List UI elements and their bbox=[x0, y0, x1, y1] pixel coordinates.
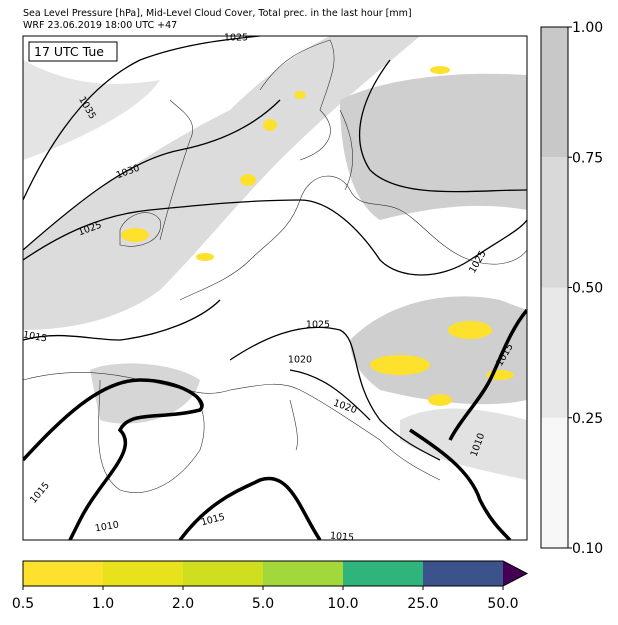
low-pressure-isobars bbox=[23, 308, 527, 540]
time-label: 17 UTC Tue bbox=[34, 44, 104, 59]
isobar-label: 1010 bbox=[94, 519, 120, 534]
cloud-tick-label: 1.00 bbox=[572, 20, 603, 36]
precip-tick-label: 10.0 bbox=[327, 596, 358, 612]
cloud-tick-label: 0.50 bbox=[572, 281, 603, 297]
precip-colorbar-frame bbox=[22, 560, 529, 587]
precipitation bbox=[121, 66, 514, 406]
precip-color-segment bbox=[423, 561, 503, 586]
cloud-tick-label: 0.10 bbox=[572, 541, 603, 557]
precip-tick-label: 5.0 bbox=[252, 596, 274, 612]
precip-tick-label: 0.5 bbox=[12, 596, 34, 612]
cloud-color-segment bbox=[541, 27, 568, 158]
precip-tick-label: 25.0 bbox=[407, 596, 438, 612]
map-frame: 17 UTC Tue bbox=[22, 35, 528, 541]
cloud-color-segment bbox=[541, 157, 568, 288]
isobar-label: 1015 bbox=[22, 329, 48, 344]
cloud-tick-label: 0.25 bbox=[572, 411, 603, 427]
isobar-label: 1020 bbox=[288, 355, 312, 366]
precip-tick-label: 50.0 bbox=[487, 596, 518, 612]
isobar-label: 1025 bbox=[224, 33, 248, 44]
precip-color-segment bbox=[183, 561, 263, 586]
isobars bbox=[23, 36, 527, 461]
isobar-label: 1015 bbox=[329, 530, 354, 543]
cloud-tick-label: 0.75 bbox=[572, 150, 603, 166]
isobar-label: 1025 bbox=[306, 320, 330, 331]
map-subtitle: WRF 23.06.2019 18:00 UTC +47 bbox=[23, 20, 177, 31]
precip-color-segment bbox=[343, 561, 423, 586]
precip-tick-label: 1.0 bbox=[92, 596, 114, 612]
map-title: Sea Level Pressure [hPa], Mid-Level Clou… bbox=[23, 8, 412, 19]
precip-color-segment bbox=[23, 561, 103, 586]
precip-color-segment bbox=[263, 561, 343, 586]
precip-tick-label: 2.0 bbox=[172, 596, 194, 612]
cloud-color-segment bbox=[541, 417, 568, 548]
precip-extend-arrow bbox=[503, 561, 527, 586]
cloud-cover bbox=[23, 36, 527, 480]
cloud-color-segment bbox=[541, 287, 568, 418]
precip-color-segment bbox=[103, 561, 183, 586]
